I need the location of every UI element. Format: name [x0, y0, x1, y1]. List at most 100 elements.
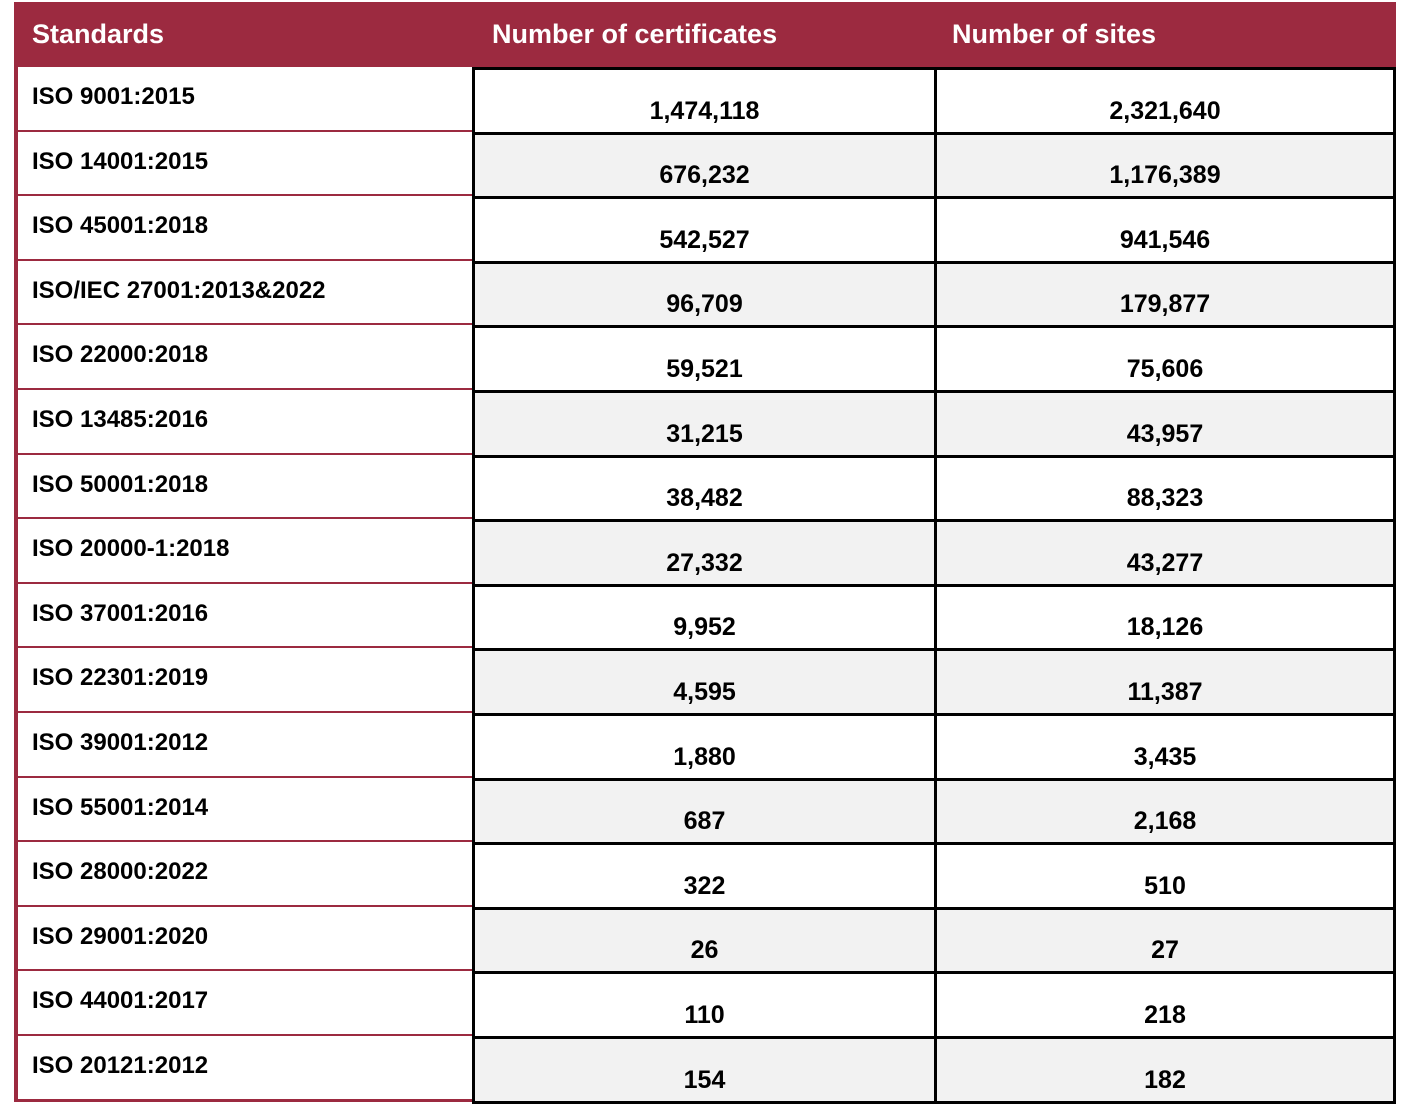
cell-value: 31,215: [666, 420, 743, 448]
standard-name: ISO 39001:2012: [32, 729, 209, 756]
cell-value: 218: [1144, 1001, 1186, 1029]
cell-certificates: 1,880: [472, 713, 937, 781]
cell-sites: 2,168: [934, 778, 1396, 845]
cell-standard: ISO 9001:2015: [14, 67, 472, 133]
cell-standard: ISO 50001:2018: [14, 455, 472, 520]
cell-standard: ISO 45001:2018: [14, 196, 472, 262]
cell-standard: ISO 37001:2016: [14, 584, 472, 649]
standard-name: ISO 13485:2016: [32, 406, 209, 433]
cell-value: 1,176,389: [1109, 161, 1221, 189]
cell-certificates: 27,332: [472, 519, 937, 587]
standard-name: ISO 50001:2018: [32, 471, 209, 498]
cell-value: 510: [1144, 872, 1186, 900]
standard-name: ISO 37001:2016: [32, 600, 209, 627]
cell-sites: 941,546: [934, 196, 1396, 264]
cell-sites: 11,387: [934, 648, 1396, 716]
cell-certificates: 31,215: [472, 390, 937, 458]
cell-standard: ISO 29001:2020: [14, 907, 472, 972]
cell-standard: ISO 20000-1:2018: [14, 519, 472, 585]
cell-value: 11,387: [1127, 678, 1203, 706]
cell-sites: 218: [934, 971, 1396, 1039]
cell-certificates: 26: [472, 907, 937, 974]
cell-sites: 27: [934, 907, 1396, 974]
cell-value: 18,126: [1126, 613, 1204, 641]
cell-value: 182: [1144, 1066, 1186, 1094]
cell-certificates: 38,482: [472, 455, 937, 522]
cell-value: 179,877: [1119, 290, 1211, 318]
cell-certificates: 542,527: [472, 196, 937, 264]
cell-value: 27,332: [666, 549, 743, 577]
cell-value: 75,606: [1126, 355, 1204, 383]
cell-standard: ISO 22301:2019: [14, 648, 472, 714]
standard-name: ISO 9001:2015: [32, 83, 195, 110]
standard-name: ISO 20121:2012: [32, 1052, 209, 1079]
cell-value: 9,952: [673, 613, 736, 641]
cell-sites: 43,277: [934, 519, 1396, 587]
standard-name: ISO 44001:2017: [32, 987, 209, 1014]
cell-certificates: 1,474,118: [472, 67, 937, 135]
cell-sites: 88,323: [934, 455, 1396, 522]
cell-standard: ISO 20121:2012: [14, 1036, 472, 1102]
cell-sites: 182: [934, 1036, 1396, 1104]
cell-value: 322: [683, 872, 726, 900]
cell-sites: 1,176,389: [934, 132, 1396, 199]
cell-value: 154: [683, 1066, 726, 1094]
cell-sites: 179,877: [934, 261, 1396, 328]
header-sites: Number of sites: [952, 19, 1157, 49]
cell-standard: ISO 13485:2016: [14, 390, 472, 456]
cell-standard: ISO 44001:2017: [14, 971, 472, 1037]
cell-certificates: 110: [472, 971, 937, 1039]
cell-value: 2,321,640: [1109, 97, 1221, 125]
cell-standard: ISO/IEC 27001:2013&2022: [14, 261, 472, 326]
standard-name: ISO 22301:2019: [32, 664, 209, 691]
cell-sites: 2,321,640: [934, 67, 1396, 135]
cell-value: 676,232: [659, 161, 750, 189]
standard-name: ISO 55001:2014: [32, 794, 209, 821]
cell-value: 26: [690, 936, 719, 964]
cell-value: 27: [1151, 936, 1179, 964]
cell-certificates: 4,595: [472, 648, 937, 716]
header-certificates: Number of certificates: [492, 19, 778, 49]
cell-certificates: 687: [472, 778, 937, 845]
cell-value: 43,277: [1126, 549, 1204, 577]
standard-name: ISO 14001:2015: [32, 148, 209, 175]
cell-value: 542,527: [659, 226, 750, 254]
cell-value: 96,709: [666, 290, 743, 318]
cell-sites: 75,606: [934, 325, 1396, 393]
cell-standard: ISO 39001:2012: [14, 713, 472, 779]
cell-sites: 43,957: [934, 390, 1396, 458]
cell-standard: ISO 22000:2018: [14, 325, 472, 391]
cell-certificates: 154: [472, 1036, 937, 1104]
cell-value: 1,880: [673, 743, 736, 771]
standard-name: ISO/IEC 27001:2013&2022: [32, 277, 326, 304]
cell-value: 4,595: [673, 678, 736, 706]
cell-value: 38,482: [666, 484, 743, 512]
cell-certificates: 676,232: [472, 132, 937, 199]
cell-value: 88,323: [1126, 484, 1204, 512]
header-standards: Standards: [32, 19, 165, 49]
standard-name: ISO 29001:2020: [32, 923, 209, 950]
standard-name: ISO 22000:2018: [32, 341, 209, 368]
cell-standard: ISO 55001:2014: [14, 778, 472, 843]
cell-sites: 3,435: [934, 713, 1396, 781]
cell-value: 3,435: [1133, 743, 1197, 771]
standard-name: ISO 45001:2018: [32, 212, 209, 239]
cell-standard: ISO 28000:2022: [14, 842, 472, 908]
cell-sites: 18,126: [934, 584, 1396, 651]
cell-value: 1,474,118: [649, 97, 760, 125]
cell-sites: 510: [934, 842, 1396, 910]
cell-value: 687: [683, 807, 726, 835]
standard-name: ISO 20000-1:2018: [32, 535, 230, 562]
table-header: Standards Number of certificates Number …: [14, 2, 1396, 68]
cell-certificates: 322: [472, 842, 937, 910]
cell-value: 43,957: [1126, 420, 1204, 448]
cell-value: 110: [684, 1001, 725, 1029]
cell-value: 59,521: [666, 355, 743, 383]
cell-certificates: 9,952: [472, 584, 937, 651]
cell-certificates: 59,521: [472, 325, 937, 393]
cell-standard: ISO 14001:2015: [14, 132, 472, 197]
cell-value: 2,168: [1133, 807, 1197, 835]
cell-certificates: 96,709: [472, 261, 937, 328]
standard-name: ISO 28000:2022: [32, 858, 209, 885]
cell-value: 941,546: [1119, 226, 1211, 254]
